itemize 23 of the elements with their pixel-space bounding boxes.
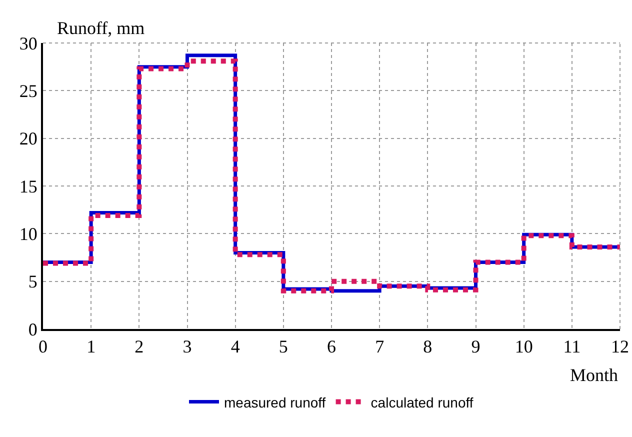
x-tick-label: 11 [563, 336, 581, 357]
x-tick-label: 7 [375, 336, 384, 357]
x-tick-label: 1 [86, 336, 96, 357]
y-tick-label: 10 [19, 224, 38, 244]
x-tick-label: 8 [423, 336, 432, 357]
x-tick-label: 3 [182, 336, 192, 357]
x-tick-label: 10 [514, 336, 533, 357]
y-tick-label: 25 [19, 80, 38, 101]
y-tick-label: 5 [28, 272, 38, 292]
x-tick-label: 12 [611, 336, 629, 357]
x-tick-label: 4 [230, 336, 240, 357]
y-tick-label: 20 [19, 128, 38, 149]
y-tick-label: 15 [19, 176, 38, 196]
y-tick-label: 0 [28, 319, 38, 340]
x-tick-label: 9 [471, 336, 480, 357]
x-tick-label: 5 [278, 336, 288, 357]
y-tick-label: 30 [19, 33, 38, 54]
legend-label: measured runoff [224, 394, 326, 410]
x-tick-label: 6 [327, 336, 336, 357]
x-tick-label: 2 [134, 336, 144, 357]
x-axis-title: Month [570, 365, 618, 385]
y-axis-title: Runoff, mm [57, 18, 145, 38]
legend-label: calculated runoff [370, 394, 474, 410]
